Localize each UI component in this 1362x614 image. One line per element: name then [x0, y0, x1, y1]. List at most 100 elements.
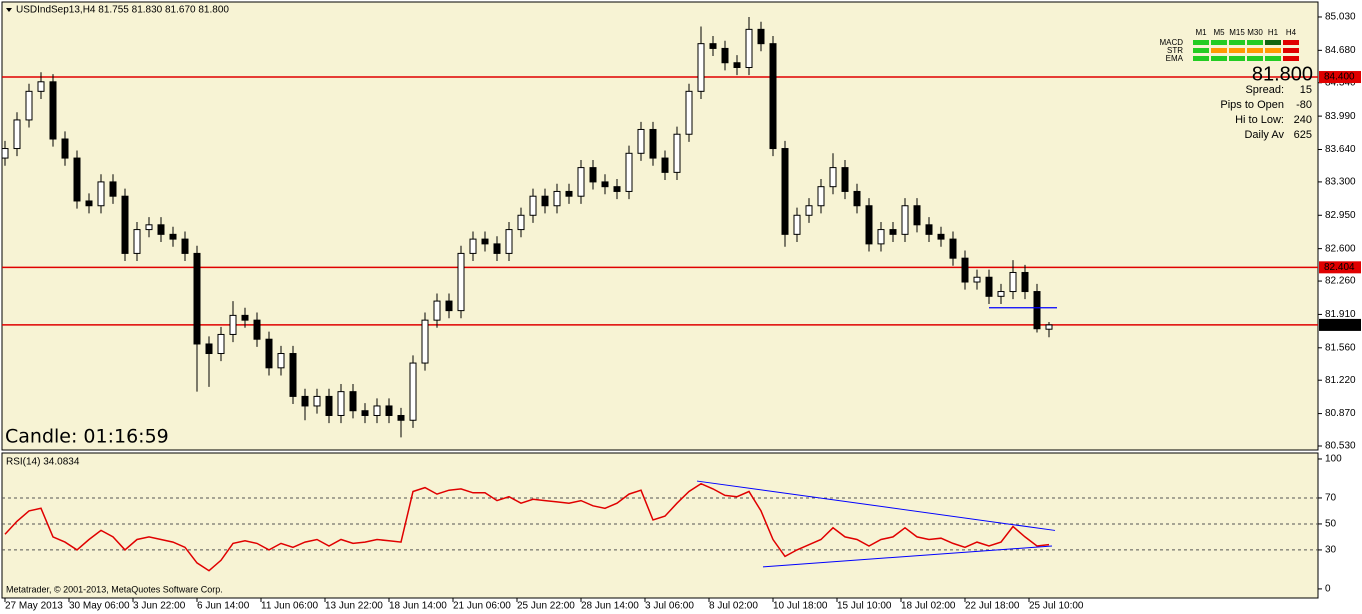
candle-body	[961, 257, 969, 283]
candle-body	[661, 157, 669, 173]
candle-body	[301, 395, 309, 407]
x-tick-label: 18 Jun 14:00	[389, 601, 447, 612]
stat-value: 15	[1300, 84, 1312, 96]
stat-label: Hi to Low:	[1235, 114, 1284, 126]
timeframe-label: M5	[1213, 28, 1225, 37]
x-tick-label: 8 Jul 02:00	[709, 601, 758, 612]
candle-body	[877, 229, 885, 245]
candle-body	[409, 362, 417, 421]
price-label-box	[1319, 261, 1361, 274]
candle-body	[1045, 324, 1053, 330]
x-tick-label: 13 Jun 22:00	[325, 601, 383, 612]
x-tick-label: 25 Jun 22:00	[517, 601, 575, 612]
signal-cell	[1247, 40, 1263, 45]
candle-body	[673, 133, 681, 173]
candle-body	[445, 300, 453, 312]
menu-arrow	[6, 8, 12, 12]
trend-line	[762, 545, 1053, 568]
timeframe-label: M1	[1195, 28, 1207, 37]
candle-body	[697, 43, 705, 92]
x-tick-label: 22 Jul 18:00	[965, 601, 1020, 612]
candle-body	[253, 319, 261, 340]
price-label: 81.800	[1324, 320, 1355, 331]
candle-body	[73, 157, 81, 202]
rsi-panel	[1, 452, 1319, 599]
y-tick-label: 82.260	[1325, 276, 1356, 287]
x-tick-label: 18 Jul 02:00	[901, 601, 956, 612]
signal-cell	[1265, 40, 1281, 45]
candle-body	[985, 276, 993, 297]
candle-body	[85, 200, 93, 207]
candle-body	[145, 224, 153, 231]
candle-body	[217, 333, 225, 355]
y-tick-label: 30	[1325, 545, 1337, 556]
candle-body	[805, 205, 813, 216]
signal-cell	[1211, 40, 1227, 45]
stat-label: Spread:	[1245, 84, 1284, 96]
candle-body	[361, 410, 369, 416]
candle-body	[973, 276, 981, 283]
y-tick-label: 80.530	[1325, 441, 1356, 452]
signal-cell	[1229, 48, 1245, 53]
candle-body	[157, 224, 165, 235]
signal-cell	[1211, 56, 1227, 61]
y-tick-label: 82.600	[1325, 243, 1356, 254]
signal-cell	[1193, 56, 1209, 61]
candle-body	[421, 319, 429, 364]
y-tick-label: 100	[1325, 454, 1342, 465]
candle-body	[169, 233, 177, 240]
y-tick-label: 85.030	[1325, 12, 1356, 23]
candle-body	[61, 138, 69, 159]
signal-cell	[1265, 48, 1281, 53]
candle-body	[745, 28, 753, 68]
candle-body	[505, 229, 513, 254]
candle-body	[889, 229, 897, 235]
candle-body	[517, 214, 525, 231]
candle-body	[769, 43, 777, 150]
x-tick-label: 6 Jun 14:00	[197, 601, 250, 612]
candle-timer: Candle: 01:16:59	[5, 426, 169, 448]
x-tick-label: 11 Jun 06:00	[261, 601, 319, 612]
candle-body	[625, 152, 633, 192]
candle-body	[721, 47, 729, 64]
signal-cell	[1283, 56, 1299, 61]
candle-body	[541, 195, 549, 207]
candle-body	[1033, 291, 1041, 330]
x-tick-label: 10 Jul 18:00	[773, 601, 828, 612]
signal-cell	[1283, 48, 1299, 53]
candle-body	[457, 252, 465, 312]
candle-body	[205, 343, 213, 355]
x-tick-label: 21 Jun 06:00	[453, 601, 511, 612]
candle-body	[13, 119, 21, 150]
candle-body	[757, 28, 765, 45]
candle-body	[241, 314, 249, 321]
candle-body	[829, 167, 837, 188]
price-label: 84.400	[1324, 72, 1355, 83]
signal-row-label: STR	[1167, 46, 1183, 55]
chart-title: USDIndSep13,H4 81.755 81.830 81.670 81.8…	[16, 5, 229, 16]
signal-cell	[1283, 40, 1299, 45]
candle-body	[709, 43, 717, 49]
candle-body	[613, 186, 621, 192]
signal-row-label: MACD	[1159, 38, 1183, 47]
candle-body	[397, 414, 405, 421]
candle-body	[913, 205, 921, 226]
timeframe-label: M30	[1247, 28, 1263, 37]
signal-cell	[1193, 48, 1209, 53]
timeframe-label: H4	[1286, 28, 1297, 37]
y-tick-label: 50	[1325, 519, 1337, 530]
candle-body	[313, 395, 321, 407]
candle-body	[349, 391, 357, 412]
candle-body	[37, 81, 45, 92]
y-tick-label: 83.990	[1325, 111, 1356, 122]
candle-body	[553, 190, 561, 207]
signal-cell	[1229, 56, 1245, 61]
stat-label: Daily Av	[1244, 129, 1284, 141]
candle-body	[865, 205, 873, 245]
signal-cell	[1247, 56, 1263, 61]
candle-body	[649, 128, 657, 159]
candle-body	[853, 190, 861, 207]
candle-body	[193, 252, 201, 345]
candle-body	[121, 195, 129, 254]
